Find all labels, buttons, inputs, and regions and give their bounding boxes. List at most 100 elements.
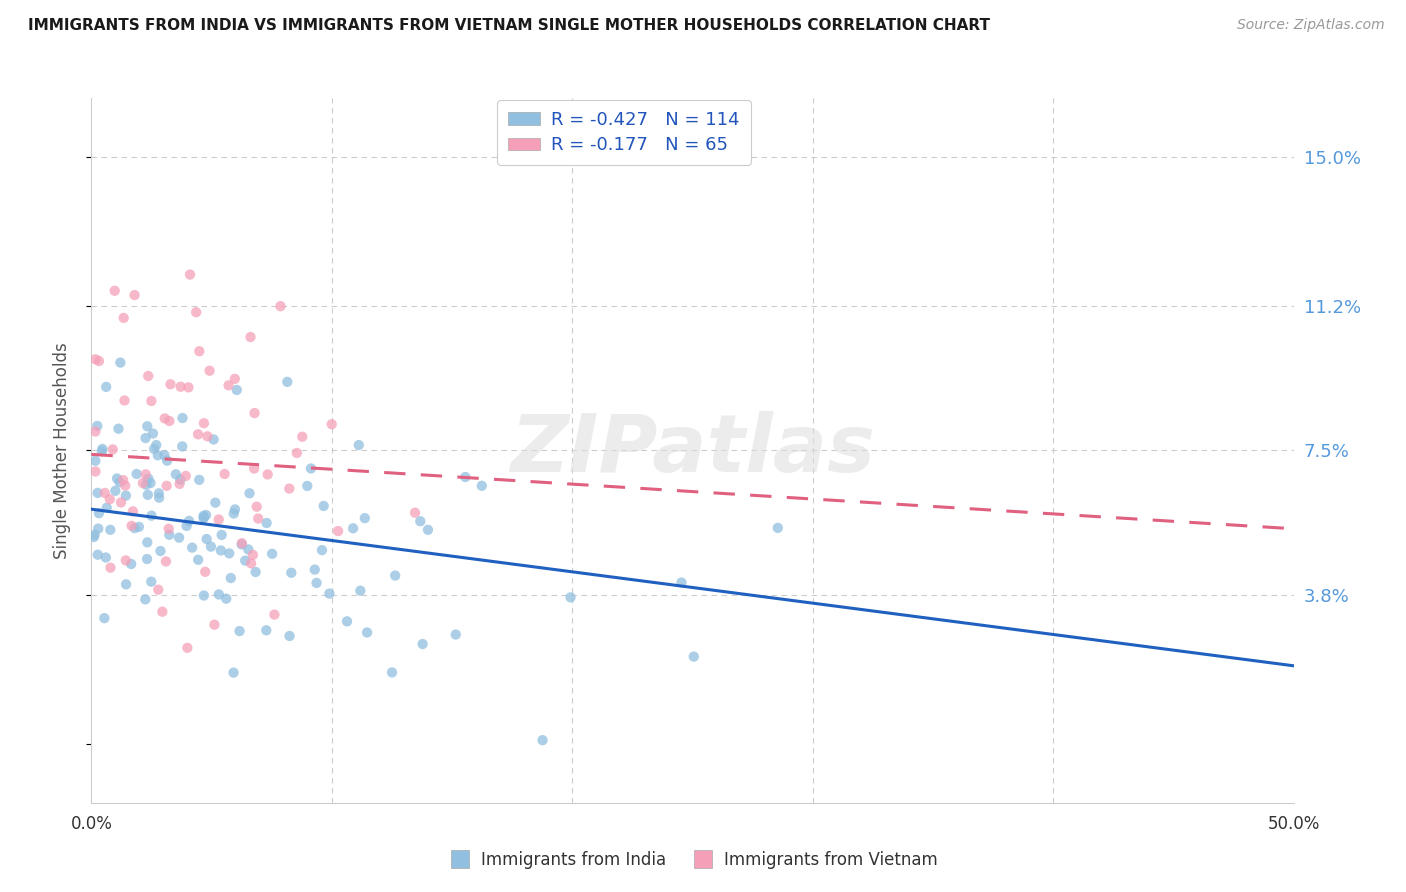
Point xyxy=(159,377,181,392)
Point xyxy=(157,522,180,536)
Point xyxy=(135,477,157,491)
Point xyxy=(136,369,159,384)
Point xyxy=(471,479,494,493)
Point xyxy=(150,605,173,619)
Point xyxy=(169,473,191,487)
Point xyxy=(94,486,117,500)
Text: ZIPatlas: ZIPatlas xyxy=(510,411,875,490)
Point xyxy=(94,550,117,565)
Point xyxy=(342,521,364,535)
Point xyxy=(87,506,110,520)
Point xyxy=(228,624,250,638)
Point xyxy=(136,552,159,566)
Point xyxy=(409,514,432,528)
Point xyxy=(280,566,302,580)
Point xyxy=(143,442,166,456)
Point xyxy=(247,511,270,525)
Point xyxy=(135,467,157,482)
Point xyxy=(285,446,308,460)
Point xyxy=(381,665,404,680)
Point xyxy=(132,476,155,491)
Point xyxy=(136,488,159,502)
Point xyxy=(87,354,110,368)
Point xyxy=(671,575,693,590)
Point xyxy=(187,427,209,442)
Point xyxy=(193,589,215,603)
Point xyxy=(299,461,322,475)
Point xyxy=(142,426,165,441)
Point xyxy=(219,571,242,585)
Point xyxy=(214,467,236,481)
Point xyxy=(336,615,359,629)
Point xyxy=(172,411,194,425)
Point xyxy=(107,422,129,436)
Point xyxy=(326,524,349,538)
Point xyxy=(174,469,197,483)
Point xyxy=(96,500,118,515)
Point xyxy=(134,592,156,607)
Point xyxy=(104,284,127,298)
Point xyxy=(198,364,221,378)
Point xyxy=(239,330,262,344)
Point xyxy=(412,637,434,651)
Point xyxy=(108,475,131,490)
Point xyxy=(122,504,145,518)
Point xyxy=(209,543,232,558)
Point xyxy=(83,527,105,541)
Point xyxy=(141,394,163,409)
Point xyxy=(90,444,112,458)
Point xyxy=(404,506,426,520)
Point xyxy=(93,611,115,625)
Point xyxy=(278,482,301,496)
Point xyxy=(87,522,110,536)
Point xyxy=(91,442,114,456)
Point xyxy=(233,553,256,567)
Point xyxy=(416,523,439,537)
Point xyxy=(193,511,215,525)
Point xyxy=(110,355,132,369)
Point xyxy=(148,491,170,505)
Point xyxy=(444,627,467,641)
Point xyxy=(215,591,238,606)
Point xyxy=(356,625,378,640)
Point xyxy=(141,574,163,589)
Point xyxy=(278,629,301,643)
Point xyxy=(101,442,124,457)
Point xyxy=(172,439,194,453)
Point xyxy=(256,467,278,482)
Point xyxy=(195,532,218,546)
Point xyxy=(115,489,138,503)
Point xyxy=(188,344,211,359)
Point xyxy=(353,511,375,525)
Point xyxy=(141,508,163,523)
Point xyxy=(224,502,246,516)
Point xyxy=(153,448,176,462)
Point xyxy=(110,495,132,509)
Point xyxy=(195,508,218,522)
Legend: Immigrants from India, Immigrants from Vietnam: Immigrants from India, Immigrants from V… xyxy=(440,844,945,876)
Point xyxy=(243,461,266,475)
Point xyxy=(202,433,225,447)
Point xyxy=(165,467,187,482)
Point xyxy=(136,419,159,434)
Point xyxy=(138,472,160,486)
Point xyxy=(177,514,200,528)
Point xyxy=(87,548,110,562)
Point xyxy=(211,528,233,542)
Point xyxy=(181,541,204,555)
Point xyxy=(204,617,226,632)
Text: Source: ZipAtlas.com: Source: ZipAtlas.com xyxy=(1237,18,1385,32)
Point xyxy=(135,431,157,445)
Point xyxy=(114,478,136,492)
Point xyxy=(276,375,298,389)
Point xyxy=(349,583,371,598)
Point xyxy=(231,536,253,550)
Point xyxy=(187,553,209,567)
Point xyxy=(148,582,170,597)
Point xyxy=(96,380,118,394)
Point xyxy=(153,411,176,425)
Point xyxy=(98,523,121,537)
Point xyxy=(157,414,180,428)
Point xyxy=(84,465,107,479)
Point xyxy=(254,624,277,638)
